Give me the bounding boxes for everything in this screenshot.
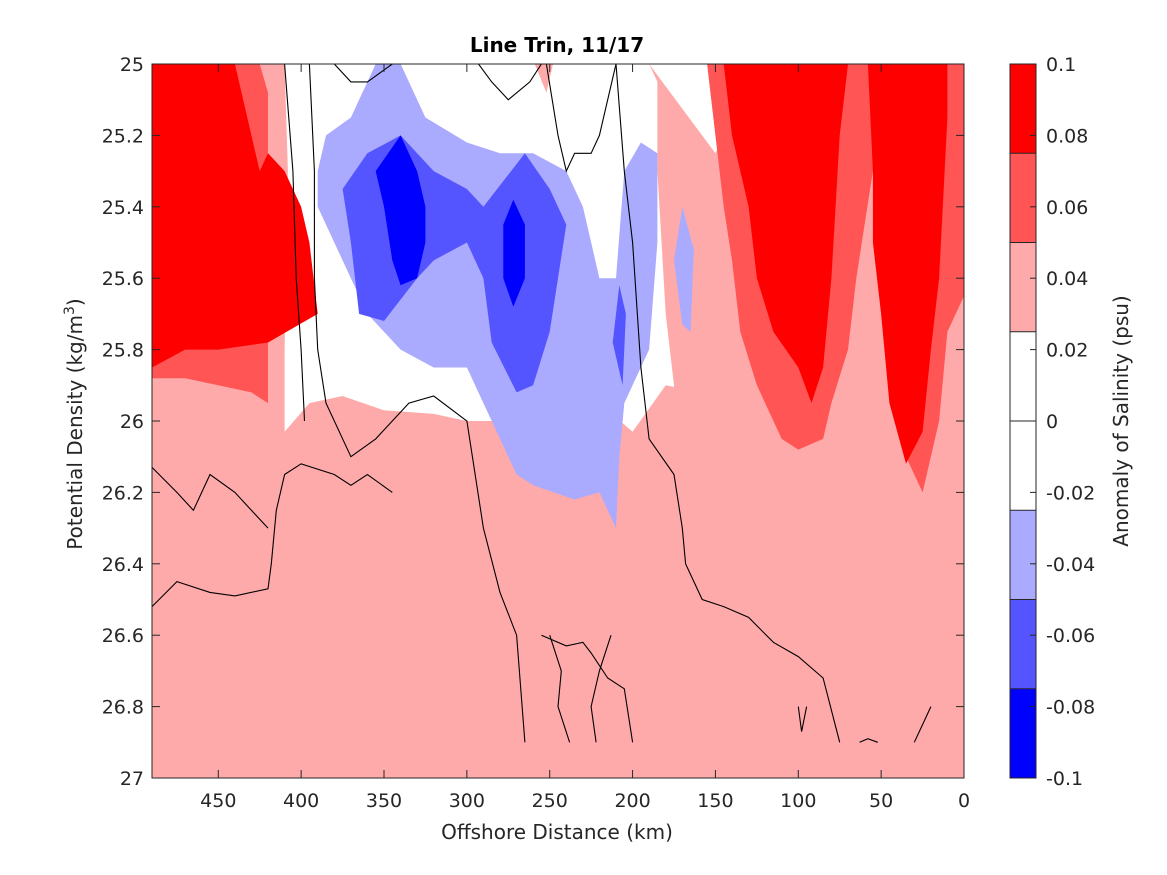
colorbar-ticks: -0.1 -0.08 -0.06 -0.04 -0.02 0 0.02 0.04 0.06 0.0…: [1030, 54, 1095, 790]
y-tick-label: 25.4: [102, 197, 144, 219]
colorbar-tick-label: 0.06: [1046, 197, 1088, 219]
zero-contour-line-3: [333, 64, 393, 83]
x-tick-label: 50: [869, 790, 893, 812]
colorbar-tick-label: -0.06: [1046, 625, 1095, 647]
y-tick-label: 27: [120, 768, 144, 790]
zero-contour-line-8: [549, 635, 571, 743]
contour-region-17: [612, 285, 626, 386]
zero-contour-line-5: [545, 64, 617, 173]
y-tick-label: 26.4: [102, 554, 144, 576]
chart-title: Line Trin, 11/17: [470, 33, 644, 57]
plot-area: 450 400 350 300 250 200 150 100 50 0 2525.225.425…: [102, 54, 970, 812]
colorbar-segment-6: [1010, 510, 1036, 600]
x-tick-label: 300: [449, 790, 485, 812]
colorbar-segment-8: [1010, 688, 1036, 778]
y-axis-label-superscript: 3: [62, 306, 78, 315]
colorbar-tick-label: -0.1: [1046, 768, 1083, 790]
colorbar-segment-2: [1010, 153, 1036, 243]
contour-region-15: [375, 135, 426, 286]
y-tick-label: 25.8: [102, 340, 144, 362]
zero-contour-line-13: [859, 738, 878, 743]
zero-contour-line-9: [590, 635, 612, 743]
zero-contour-line-1: [308, 64, 526, 743]
contour-line-layer: [152, 64, 932, 743]
zero-contour-line-10: [152, 463, 393, 607]
colorbar-segments: [1010, 64, 1036, 778]
colorbar-segment-1: [1010, 64, 1036, 154]
colorbar-segment-3: [1010, 242, 1036, 332]
contour-region-5: [181, 171, 215, 279]
zero-contour-line-6: [615, 64, 841, 743]
colorbar-tick-label: 0.04: [1046, 268, 1088, 290]
x-tick-label: 150: [697, 790, 733, 812]
colorbar-tick-label: -0.02: [1046, 482, 1095, 504]
y-axis-label-suffix: ): [63, 298, 87, 306]
x-tick-label: 350: [366, 790, 402, 812]
colorbar-label: Anomaly of Salinity (psu): [1109, 295, 1133, 546]
contour-region-7: [251, 738, 272, 746]
zero-contour-line-7: [541, 634, 634, 743]
colorbar-tick-label: 0.02: [1046, 340, 1088, 362]
contour-region-6: [324, 542, 348, 725]
y-tick-label: 26.8: [102, 697, 144, 719]
zero-contour-line-2: [284, 64, 306, 422]
contour-region-11: [723, 64, 948, 464]
contour-region-16: [503, 199, 525, 307]
y-tick-label: 26.2: [102, 482, 144, 504]
x-axis-label: Offshore Distance (km): [441, 820, 673, 844]
zero-contour-line-14: [913, 706, 932, 743]
contour-fill-layer: [152, 64, 964, 778]
y-tick-label: 25: [120, 54, 144, 76]
x-axis: 450 400 350 300 250 200 150 100 50 0: [200, 64, 970, 812]
colorbar-tick-label: 0.1: [1046, 54, 1076, 76]
x-tick-label: 400: [283, 790, 319, 812]
colorbar-tick-label: -0.04: [1046, 554, 1095, 576]
colorbar-tick-label: -0.08: [1046, 697, 1095, 719]
colorbar-tick-label: 0: [1046, 411, 1058, 433]
colorbar: -0.1 -0.08 -0.06 -0.04 -0.02 0 0.02 0.04 0.06 0.0…: [1009, 54, 1095, 790]
zero-contour-line-11: [152, 467, 269, 529]
contour-region-4: [152, 64, 235, 172]
contour-region-13: [674, 206, 694, 332]
contour-region-8: [534, 64, 553, 93]
y-tick-label: 25.2: [102, 125, 144, 147]
colorbar-segment-7: [1010, 599, 1036, 689]
y-axis-label-text: Potential Density (kg/m: [63, 315, 87, 550]
x-tick-label: 250: [532, 790, 568, 812]
zero-contour-line-12: [797, 706, 808, 732]
y-axis-label: Potential Density (kg/m3): [62, 298, 87, 549]
y-tick-label: 26.6: [102, 625, 144, 647]
x-tick-label: 0: [958, 790, 970, 812]
y-axis: 25 25.2 25.4 25.6 25.8 26 26.2 26.4 26.6 26.8 27: [102, 54, 964, 790]
colorbar-tick-label: 0.08: [1046, 125, 1088, 147]
zero-contour-line-4: [478, 64, 542, 101]
y-tick-label: 26: [120, 411, 144, 433]
x-tick-label: 100: [780, 790, 816, 812]
x-tick-label: 200: [614, 790, 650, 812]
colorbar-segment-5: [1010, 421, 1036, 511]
x-tick-label: 450: [200, 790, 236, 812]
y-tick-label: 25.6: [102, 268, 144, 290]
colorbar-segment-4: [1010, 331, 1036, 421]
